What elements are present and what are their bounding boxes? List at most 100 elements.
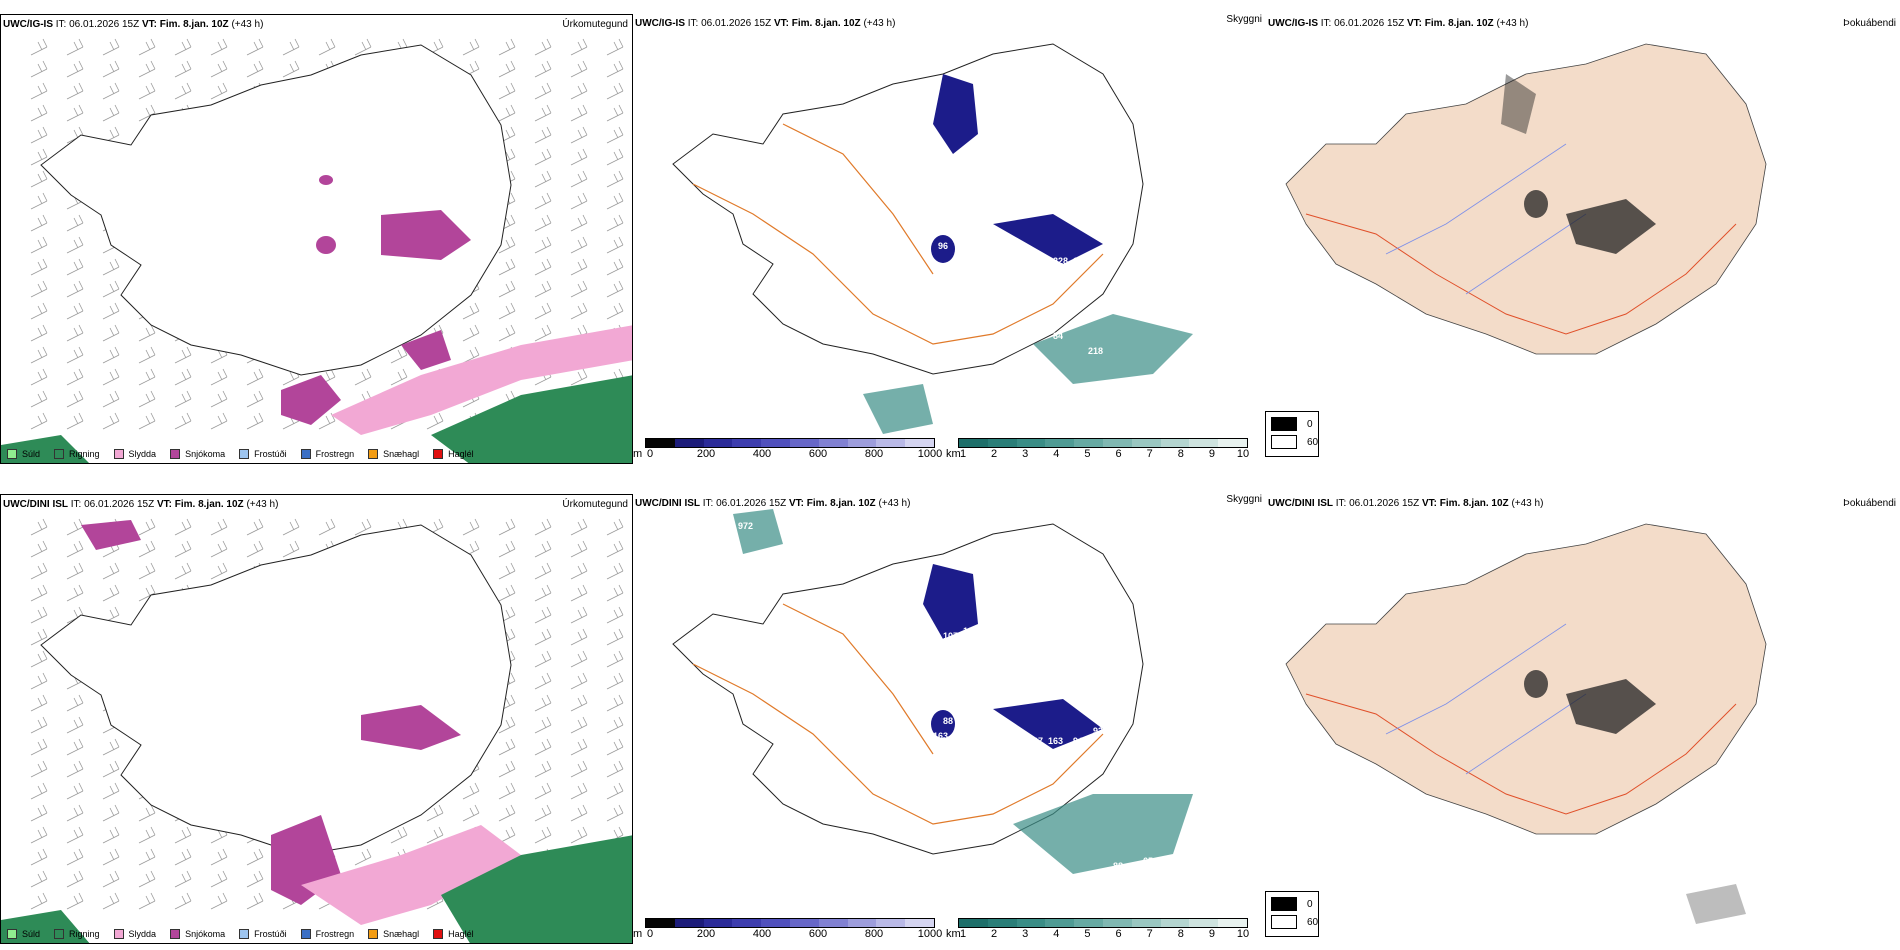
wind-barb: [210, 892, 228, 910]
wind-barb: [174, 518, 192, 536]
colorbar-tick: 200: [696, 928, 716, 940]
wind-barb: [66, 848, 84, 866]
lead-time: (+43 h): [246, 499, 279, 510]
colorbar-bin: [1160, 919, 1190, 927]
precip-sleet: [301, 825, 521, 925]
wind-barb: [210, 390, 228, 408]
precip-legend-label: Slydda: [128, 929, 157, 939]
precip-legend-label: Haglél: [448, 929, 474, 939]
precip-legend-swatch: [7, 449, 17, 459]
precip-legend-label: Snjókoma: [185, 929, 226, 939]
colorbar-tick: 7: [1146, 448, 1153, 460]
wind-barb: [102, 760, 120, 778]
wind-barb: [534, 236, 552, 254]
visibility-value-label: 96: [938, 241, 948, 251]
precip-legend-label: Rigning: [69, 929, 100, 939]
vt-label: VT:: [1421, 498, 1437, 509]
valid-time: Fim. 8.jan. 10Z: [159, 19, 229, 30]
model-name: UWC/DINI ISL: [3, 499, 68, 510]
wind-barb: [102, 584, 120, 602]
wind-barb: [498, 562, 516, 580]
wind-barb: [30, 258, 48, 276]
panel-header: UWC/IG-IS IT: 06.01.2026 15Z VT: Fim. 8.…: [1268, 18, 1528, 29]
wind-barb: [66, 324, 84, 342]
wind-barb: [210, 38, 228, 56]
wind-barb: [30, 606, 48, 624]
wind-barb: [102, 368, 120, 386]
wind-barb: [354, 38, 372, 56]
visibility-value-label: 75: [933, 746, 943, 756]
wind-barb: [606, 126, 624, 144]
visibility-value-label: 119: [993, 231, 1008, 241]
colorbar-tick: 5: [1084, 448, 1091, 460]
colorbar-bin: [1102, 919, 1132, 927]
colorbar-bin: [703, 439, 733, 447]
wind-barb: [498, 236, 516, 254]
visibility-value-label: 972: [738, 521, 753, 531]
wind-barb: [30, 738, 48, 756]
precip-snow: [281, 175, 471, 425]
wind-barb: [30, 126, 48, 144]
wind-barb: [30, 324, 48, 342]
lead-time: (+43 h): [1511, 498, 1544, 509]
panel-header: UWC/DINI ISL IT: 06.01.2026 15Z VT: Fim.…: [1268, 498, 1543, 509]
precip-legend-item: Súld: [7, 929, 40, 939]
colorbar-bin: [732, 919, 762, 927]
lead-time: (+43 h): [878, 498, 911, 509]
precip-rain: [1, 835, 632, 943]
wind-barb: [606, 280, 624, 298]
vt-label: VT:: [141, 19, 157, 30]
wind-barb: [30, 368, 48, 386]
wind-barb: [66, 280, 84, 298]
visibility-value-label: 103: [1093, 411, 1108, 421]
wind-barb: [570, 650, 588, 668]
fog-indicator-legend: 0 60: [1265, 891, 1319, 937]
wind-barb: [30, 672, 48, 690]
precip-legend-item: Snæhagl: [368, 449, 419, 459]
low-visibility-areas: [733, 509, 1193, 874]
wind-barb: [534, 38, 552, 56]
wind-barb: [534, 126, 552, 144]
roads: [1305, 213, 1737, 335]
wind-barb: [30, 60, 48, 78]
rivers: [1385, 623, 1587, 775]
wind-barb: [570, 804, 588, 822]
colorbar-bin: [1016, 919, 1046, 927]
init-time: 06.01.2026 15Z: [716, 498, 787, 509]
colorbar-tick: 8: [1177, 928, 1184, 940]
wind-barb: [426, 826, 444, 844]
wind-barb: [570, 192, 588, 210]
wind-barb: [534, 716, 552, 734]
colorbar-unit: km: [946, 928, 961, 940]
valid-time: Fim. 8.jan. 10Z: [791, 18, 861, 29]
colorbar-bin: [1189, 919, 1219, 927]
it-label: IT:: [1335, 498, 1347, 509]
model-name: UWC/IG-IS: [3, 19, 53, 30]
wind-barb: [606, 672, 624, 690]
precip-legend-label: Frostúði: [254, 929, 287, 939]
wind-barb: [138, 870, 156, 888]
colorbar-bin: [987, 919, 1017, 927]
wind-barb: [246, 848, 264, 866]
wind-barb: [66, 368, 84, 386]
precip-legend-item: Frostúði: [239, 449, 287, 459]
wind-barb: [30, 280, 48, 298]
wind-barb: [282, 518, 300, 536]
wind-barb: [102, 412, 120, 430]
wind-barb: [30, 562, 48, 580]
colorbar-tick: 10: [1236, 928, 1250, 940]
wind-barb: [534, 148, 552, 166]
roads: [1305, 693, 1737, 815]
precip-legend-label: Frostúði: [254, 449, 287, 459]
panel-title: Skyggni: [1226, 14, 1262, 25]
wind-barb: [138, 60, 156, 78]
colorbar-tick: 4: [1053, 448, 1060, 460]
wind-barb: [30, 694, 48, 712]
panel-header: UWC/DINI ISL IT: 06.01.2026 15Z VT: Fim.…: [635, 498, 910, 509]
wind-barb: [606, 694, 624, 712]
wind-barb: [246, 518, 264, 536]
wind-barb: [174, 870, 192, 888]
wind-barb: [534, 258, 552, 276]
colorbar-bin: [847, 919, 877, 927]
